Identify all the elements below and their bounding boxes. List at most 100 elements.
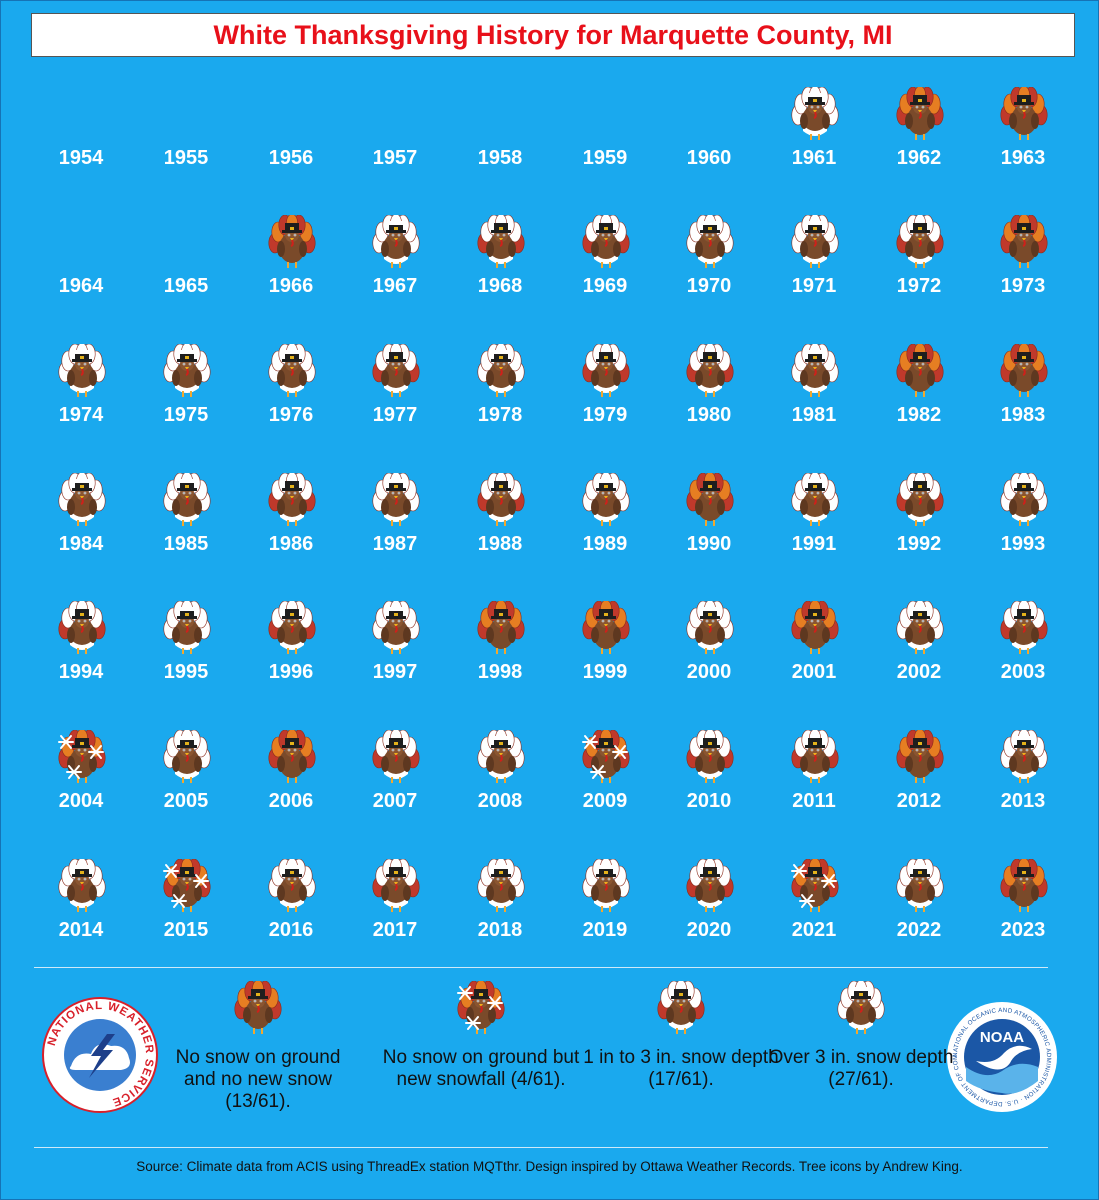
year-cell: 2017 [343,859,447,969]
year-cell: 1997 [343,601,447,711]
turkey-icon [268,473,316,526]
year-label: 1956 [268,147,314,169]
year-label: 1957 [372,147,418,169]
year-cell: 2019 [553,859,657,969]
year-cell: 1955 [134,87,238,197]
turkey-icon [686,601,734,654]
turkey-icon [1000,473,1048,526]
year-cell: 1956 [239,87,343,197]
year-label: 1954 [58,147,104,169]
turkey-icon [1000,859,1048,912]
year-label: 1988 [477,533,523,555]
year-cell: 1969 [553,215,657,325]
year-label: 2007 [372,790,418,812]
year-cell: 2003 [971,601,1075,711]
year-label: 2013 [1000,790,1046,812]
turkey-icon [372,730,420,783]
year-label: 1960 [686,147,732,169]
turkey-icon [58,344,106,397]
year-cell: 1978 [448,344,552,454]
year-cell: 1981 [762,344,866,454]
legend-label: No snow on ground but new snowfall (4/61… [382,1047,580,1090]
year-cell: 2018 [448,859,552,969]
year-label: 1994 [58,661,104,683]
turkey-icon [657,981,705,1034]
year-cell: 1985 [134,473,238,583]
noaa-logo: NOAA NATIONAL OCEANIC AND ATMOSPHERIC AD… [946,1001,1057,1112]
turkey-icon [1000,730,1048,783]
turkey-icon [791,730,839,783]
year-label: 1968 [477,275,523,297]
year-label: 2003 [1000,661,1046,683]
year-label: 2001 [791,661,837,683]
year-cell: 1986 [239,473,343,583]
year-label: 1982 [896,404,942,426]
turkey-icon [372,344,420,397]
year-label: 2016 [268,919,314,941]
year-cell: 1995 [134,601,238,711]
year-cell: 2001 [762,601,866,711]
year-label: 1989 [582,533,628,555]
year-cell: 1980 [657,344,761,454]
turkey-icon [163,344,211,397]
turkey-icon [686,215,734,268]
year-label: 2018 [477,919,523,941]
turkey-icon [58,473,106,526]
year-label: 1976 [268,404,314,426]
year-label: 2019 [582,919,628,941]
turkey-icon [477,859,525,912]
year-label: 1992 [896,533,942,555]
year-label: 1972 [896,275,942,297]
year-cell: 1974 [29,344,133,454]
year-label: 2009 [582,790,628,812]
turkey-icon [582,601,630,654]
year-label: 1974 [58,404,104,426]
turkey-icon [837,981,885,1034]
year-label: 1978 [477,404,523,426]
year-label: 1980 [686,404,732,426]
year-label: 1955 [163,147,209,169]
year-cell: 1964 [29,215,133,325]
year-label: 2022 [896,919,942,941]
turkey-icon [686,473,734,526]
turkey-icon [791,344,839,397]
year-label: 1997 [372,661,418,683]
year-label: 1973 [1000,275,1046,297]
year-label: 2004 [58,790,104,812]
year-label: 2010 [686,790,732,812]
year-cell: 1965 [134,215,238,325]
turkey-icon [791,87,839,140]
source-note: Source: Climate data from ACIS using Thr… [136,1159,963,1174]
year-label: 1964 [58,275,104,297]
year-label: 1999 [582,661,628,683]
turkey-icon [457,981,505,1034]
year-cell: 1957 [343,87,447,197]
turkey-icon [896,473,944,526]
year-cell: 1976 [239,344,343,454]
turkey-icon [268,859,316,912]
turkey-icon [1000,215,1048,268]
year-cell: 2009 [553,730,657,840]
year-label: 1993 [1000,533,1046,555]
turkey-icon [477,473,525,526]
year-label: 1996 [268,661,314,683]
turkey-icon [791,601,839,654]
year-cell: 1962 [867,87,971,197]
year-cell: 1961 [762,87,866,197]
turkey-icon [163,859,211,912]
turkey-icon [896,601,944,654]
turkey-icon [477,344,525,397]
year-cell: 2023 [971,859,1075,969]
turkey-icon [372,601,420,654]
year-cell: 1982 [867,344,971,454]
turkey-icon [896,344,944,397]
year-label: 1962 [896,147,942,169]
turkey-icon [582,473,630,526]
year-cell: 2020 [657,859,761,969]
year-label: 1981 [791,404,837,426]
turkey-icon [268,601,316,654]
turkey-icon [791,859,839,912]
year-label: 1966 [268,275,314,297]
year-cell: 1958 [448,87,552,197]
